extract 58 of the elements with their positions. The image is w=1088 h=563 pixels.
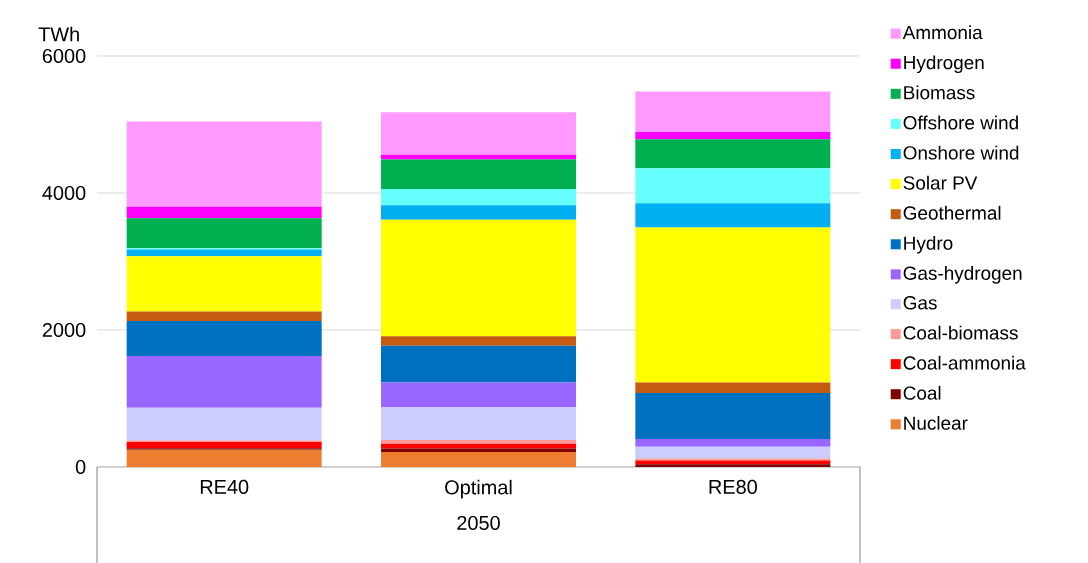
bar: [381, 448, 577, 452]
bar: [381, 382, 577, 408]
bar: [635, 460, 831, 465]
bar: [126, 311, 322, 322]
legend-label: Hydrogen: [904, 55, 984, 74]
legend-label: Offshore wind: [903, 115, 1018, 130]
x-tick-label: RE40: [200, 479, 249, 494]
bar: [635, 139, 831, 169]
legend-label: Ammonia: [902, 25, 983, 40]
x-axis-title: 2050: [457, 515, 500, 530]
bar: [635, 203, 831, 228]
bar: [126, 206, 322, 219]
bar: [381, 439, 577, 444]
bar: [381, 219, 577, 337]
bar: [635, 227, 831, 383]
legend-label: Coal-ammonia: [903, 355, 1026, 370]
bar: [381, 407, 577, 440]
bar: [635, 393, 831, 439]
bar: [126, 256, 322, 312]
bar: [126, 321, 322, 357]
x-tick-label: Optimal: [445, 479, 512, 499]
bar: [381, 112, 577, 155]
bar: [635, 446, 831, 459]
bar: [635, 132, 831, 140]
legend-label: Coal: [903, 385, 941, 400]
bar: [381, 159, 577, 189]
legend-label: Solar PV: [903, 175, 978, 190]
y-tick-label: 6000: [42, 48, 86, 64]
bar: [635, 168, 831, 204]
legend-label: Biomass: [904, 85, 975, 100]
legend-label: Onshore wind: [903, 145, 1019, 160]
x-tick-label: RE80: [709, 479, 757, 494]
bar: [126, 121, 322, 207]
bar: [635, 91, 831, 133]
bar: [381, 188, 577, 206]
bar: [126, 407, 322, 441]
bar: [126, 449, 322, 467]
bar: [126, 441, 322, 449]
legend-label: Nuclear: [904, 415, 968, 430]
bar: [635, 382, 831, 394]
bar: [381, 345, 577, 383]
bar: [635, 438, 831, 447]
bar: [126, 218, 322, 249]
bar: [381, 336, 577, 346]
y-tick-label: 0: [75, 459, 86, 475]
y-tick-label: 2000: [42, 322, 86, 338]
legend-label: Geothermal: [903, 205, 1001, 220]
y-tick-label: 4000: [42, 185, 86, 201]
y-axis-title: TWh: [38, 26, 79, 42]
legend-label: Gas: [903, 296, 937, 310]
legend-label: Hydro: [904, 235, 953, 254]
legend-label: Gas-hydrogen: [903, 266, 1022, 284]
bar: [635, 458, 831, 461]
bar: [126, 356, 322, 408]
legend-label: Coal-biomass: [903, 325, 1018, 340]
bar: [381, 451, 577, 467]
bar: [635, 464, 831, 467]
bar: [381, 205, 577, 220]
